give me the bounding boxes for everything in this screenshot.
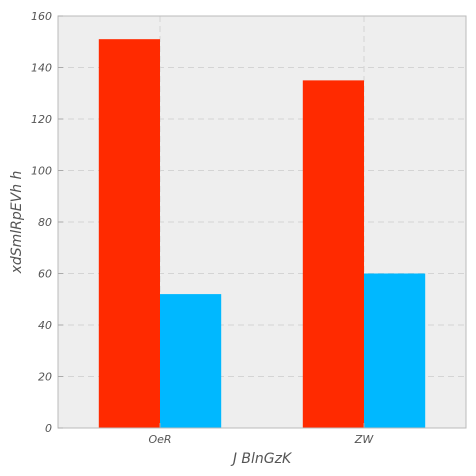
y-tick-label: 60 (38, 268, 52, 281)
x-axis-label: J BlnGzK (230, 451, 293, 467)
y-tick-label: 40 (38, 319, 52, 332)
y-tick-label: 140 (31, 62, 52, 75)
x-tick-label: ZW (354, 433, 375, 446)
y-tick-label: 0 (45, 422, 52, 435)
y-tick-label: 20 (38, 371, 52, 384)
x-tick-label: OeR (148, 433, 171, 446)
bar-ZW-1 (364, 273, 426, 428)
y-tick-label: 120 (31, 113, 52, 126)
y-axis-ticks: 0 20 40 60 80 100 120 140 160 (31, 10, 63, 435)
bar-OeR-0 (98, 39, 160, 429)
bars (98, 39, 426, 429)
y-tick-label: 100 (31, 165, 52, 178)
bar-OeR-1 (160, 294, 222, 428)
y-tick-label: 80 (38, 216, 52, 229)
bar-ZW-0 (302, 80, 364, 428)
y-tick-label: 160 (31, 10, 52, 23)
x-axis-ticks: OeR ZW (148, 423, 374, 446)
y-axis-label: xdSmlRpEVh h (9, 171, 25, 275)
